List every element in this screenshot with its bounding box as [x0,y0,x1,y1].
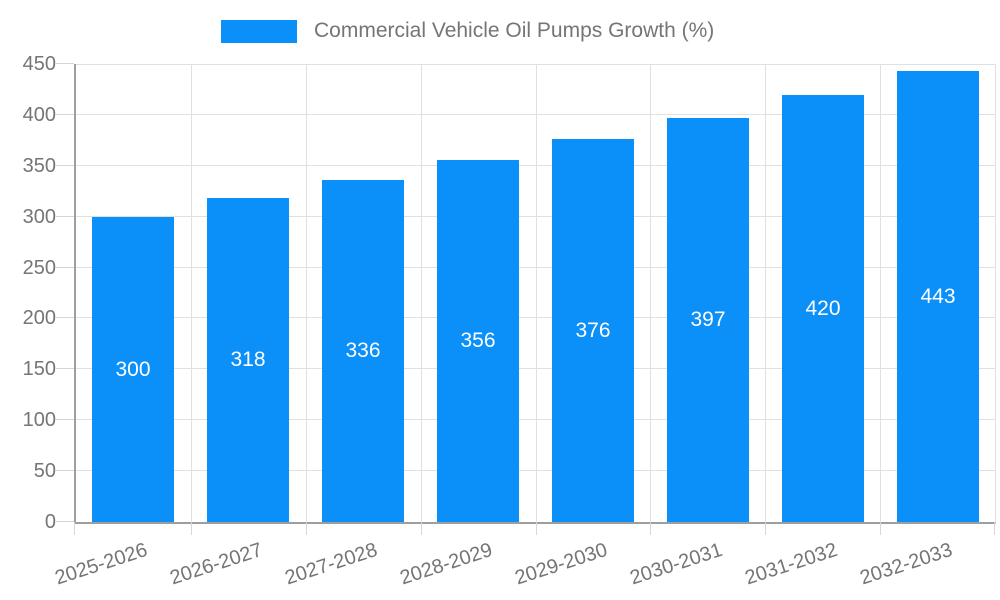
gridline-horizontal [76,419,995,421]
gridline-horizontal [76,266,995,268]
y-tick-label: 50 [33,460,56,483]
y-tick-label: 0 [44,511,56,533]
x-axis-tick [880,522,881,535]
x-axis-tick [994,522,995,535]
bar-2026-2027[interactable]: 318 [207,198,289,522]
bar-2032-2033[interactable]: 443 [897,71,979,522]
x-axis-tick [650,522,651,535]
y-axis-tick [56,164,74,166]
bar-value-label: 318 [230,348,266,371]
x-axis-tick [421,522,422,535]
y-axis-tick [56,266,74,268]
bar-2029-2030[interactable]: 376 [552,139,634,522]
plot-area: 300 318 336 356 376 397 420 443 [56,63,996,535]
bar-value-label: 356 [460,329,496,352]
y-axis-tick [56,368,74,370]
gridline-horizontal [76,215,995,217]
gridline-horizontal [76,64,995,65]
bar-2027-2028[interactable]: 336 [322,180,404,522]
bar-value-label: 376 [575,318,611,342]
gridline-horizontal [76,470,995,472]
y-axis-tick [56,317,74,319]
y-tick-label: 350 [22,154,56,177]
bar-2028-2029[interactable]: 356 [437,160,519,522]
bar-value-label: 443 [920,284,956,308]
bar-value-label: 397 [690,308,726,331]
y-axis-tick [56,470,74,472]
y-axis-tick [56,419,74,421]
gridline-horizontal [76,317,995,319]
bar-value-label: 420 [805,296,841,320]
gridline-vertical [191,64,192,522]
x-axis-tick [306,522,307,535]
y-tick-label: 100 [22,409,56,432]
y-tick-label: 150 [22,358,56,381]
bar-2025-2026[interactable]: 300 [92,217,174,522]
y-axis-tick [56,63,74,65]
gridline-vertical [880,64,881,522]
gridline-vertical [650,64,651,522]
gridline-horizontal [76,368,995,370]
bar-value-label: 336 [345,339,381,362]
gridline-horizontal [76,164,995,166]
y-tick-label: 200 [22,307,56,330]
gridline-vertical [765,64,766,522]
y-tick-label: 450 [22,53,56,75]
y-axis-tick [56,113,74,115]
y-tick-label: 250 [22,256,56,279]
bar-value-label: 300 [115,357,151,381]
y-tick-label: 300 [22,205,56,228]
legend-label: Commercial Vehicle Oil Pumps Growth (%) [314,19,715,42]
bar-2031-2032[interactable]: 420 [782,95,864,522]
gridline-vertical [306,64,307,522]
x-axis-tick [765,522,766,535]
chart-legend[interactable]: Commercial Vehicle Oil Pumps Growth (%) [221,18,714,44]
gridline-vertical [421,64,422,522]
gridline-horizontal [76,113,995,115]
y-axis-tick [56,521,74,522]
x-axis-tick [191,522,192,535]
legend-swatch [221,19,297,43]
y-tick-label: 400 [22,103,56,126]
y-axis-tick [56,215,74,217]
x-axis-tick [74,522,75,535]
bar-2030-2031[interactable]: 397 [667,118,749,522]
gridline-vertical [536,64,537,522]
x-axis-tick [536,522,537,535]
